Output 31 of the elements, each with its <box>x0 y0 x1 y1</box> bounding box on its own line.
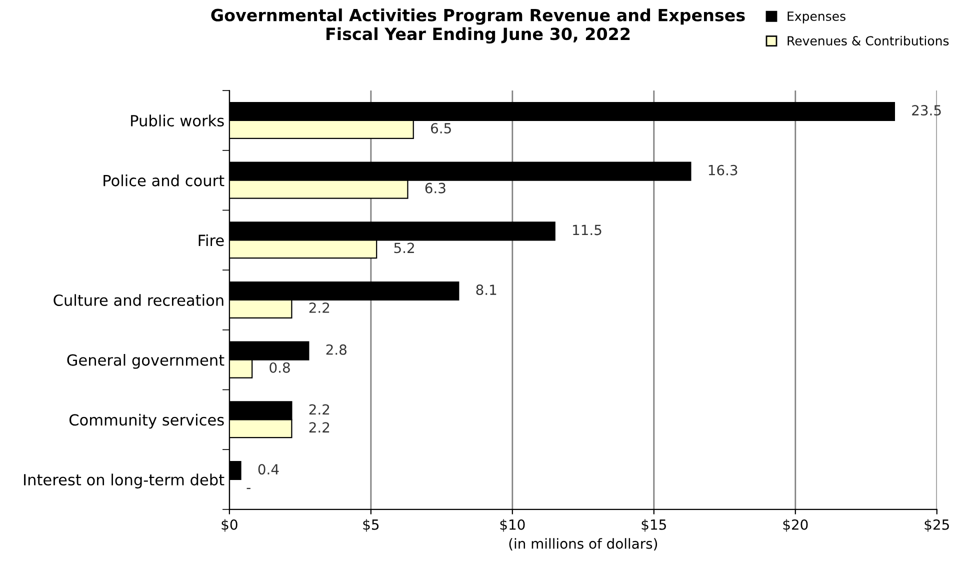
legend-label: Expenses <box>788 12 846 24</box>
data-label: 5.2 <box>394 242 414 254</box>
x-tick-label: $25 <box>924 519 949 532</box>
y-tick-label: Public works <box>131 114 224 126</box>
x-tick-label: $10 <box>500 519 525 532</box>
data-label: 11.5 <box>573 224 602 236</box>
y-tick-label: General government <box>67 354 224 369</box>
data-label: 6.3 <box>425 182 446 194</box>
y-tick-label: Community services <box>69 414 224 429</box>
data-label: 23.5 <box>912 105 941 116</box>
y-tick-label: Interest on long-term debt <box>24 474 224 488</box>
x-axis-title: (in millions of dollars) <box>509 538 658 551</box>
y-tick-label: Fire <box>198 234 224 246</box>
data-label: 6.5 <box>431 122 451 134</box>
x-tick-label: $5 <box>363 519 379 532</box>
y-tick-label: Police and court <box>104 174 224 186</box>
data-label: - <box>246 488 250 490</box>
data-label: 16.3 <box>708 164 738 176</box>
y-tick-label: Culture and recreation <box>54 294 224 306</box>
legend-label: Revenues & Contributions <box>788 36 949 46</box>
x-tick-label: $15 <box>642 519 666 532</box>
data-label: 8.1 <box>476 284 496 296</box>
data-label: 2.2 <box>309 302 330 313</box>
chart-title: Governmental Activities Program Revenue and Expenses Fiscal Year Ending June 30, 2022 <box>211 8 745 44</box>
data-label: 0.4 <box>258 464 279 475</box>
x-tick-label: $20 <box>783 519 808 532</box>
x-tick-label: $0 <box>222 519 238 532</box>
data-label: 0.8 <box>270 362 290 373</box>
data-label: 2.8 <box>326 344 346 355</box>
data-label: 2.2 <box>309 404 330 415</box>
data-label: 2.2 <box>309 422 330 432</box>
